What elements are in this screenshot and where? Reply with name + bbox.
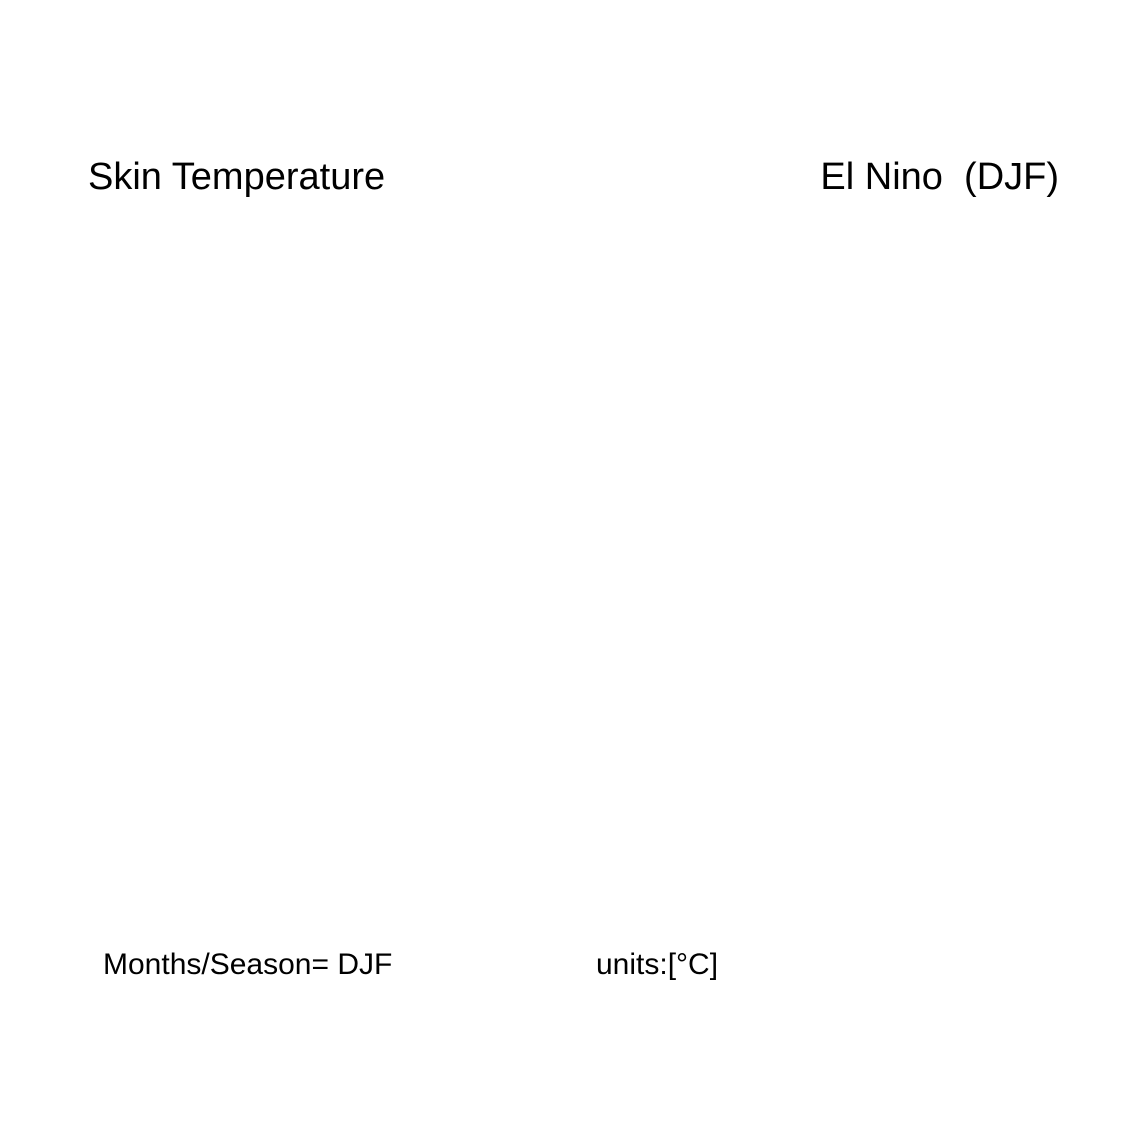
condition-title: El Nino (DJF) [820,156,1059,198]
season-label: Months/Season= DJF [103,948,393,981]
units-label: units:[°C] [596,948,719,981]
variable-title: Skin Temperature [88,156,386,198]
empty-plot-area [88,230,1060,910]
